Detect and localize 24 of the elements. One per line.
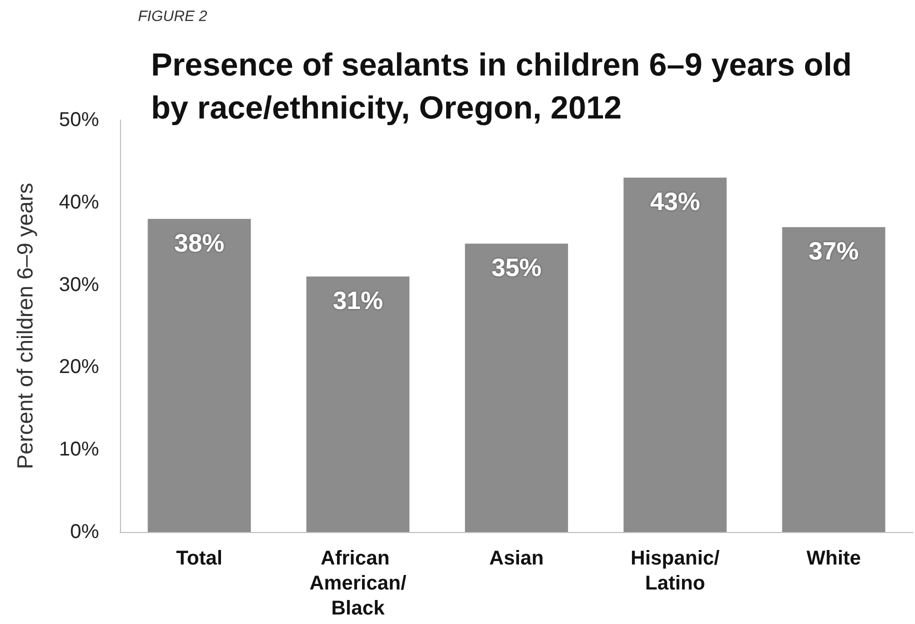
y-tick-label: 30% [58,274,100,296]
y-axis-title: Percent of children 6–9 years [12,182,38,470]
x-tick-label: Asian [489,548,544,570]
data-label: 35% [491,254,542,282]
y-tick-label: 0% [70,521,100,543]
data-label: 43% [650,188,700,216]
y-tick-label: 10% [58,438,100,461]
bar [624,178,727,532]
y-tick-label: 50% [58,109,100,131]
x-tick-label: Hispanic/Latino [630,548,720,594]
y-tick-label: 20% [58,356,100,378]
bar [148,218,251,532]
data-label: 31% [332,287,383,316]
x-tick-label: African American/Black [310,548,407,620]
y-tick-label: 40% [58,191,100,214]
bar [464,244,568,532]
bar [782,227,886,532]
data-label: 37% [808,238,859,266]
caption: FIGURE 2 [138,8,208,25]
data-label: 38% [174,229,224,258]
x-tick-label: White [806,548,861,570]
chart-title: Presence of sealants in children 6–9 years old by race/ethnicity, Oregon, 2012 [151,46,852,126]
bar [306,276,410,532]
x-tick-label: Total [176,548,222,570]
